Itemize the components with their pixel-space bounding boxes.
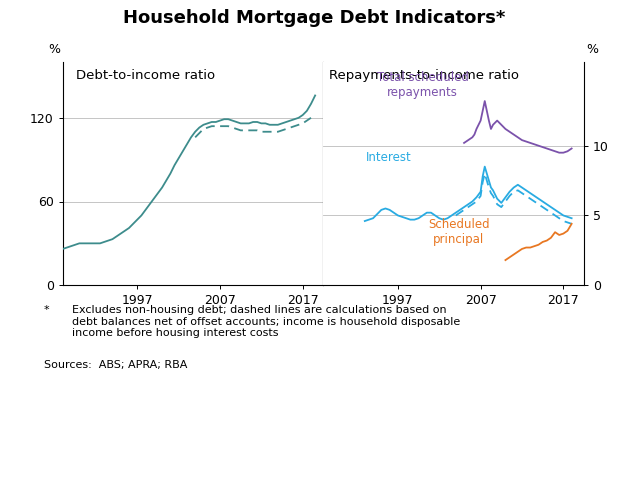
Text: Excludes non-housing debt; dashed lines are calculations based on
debt balances : Excludes non-housing debt; dashed lines … (72, 305, 460, 338)
Text: Sources:  ABS; APRA; RBA: Sources: ABS; APRA; RBA (44, 360, 187, 370)
Text: Household Mortgage Debt Indicators*: Household Mortgage Debt Indicators* (123, 9, 505, 27)
Text: Repayments-to-income ratio: Repayments-to-income ratio (328, 69, 519, 82)
Text: Interest: Interest (365, 151, 411, 164)
Text: %: % (587, 44, 598, 57)
Text: Scheduled
principal: Scheduled principal (428, 218, 490, 246)
Text: *: * (44, 305, 50, 315)
Text: Total scheduled
repayments: Total scheduled repayments (377, 71, 468, 99)
Text: Debt-to-income ratio: Debt-to-income ratio (76, 69, 215, 82)
Text: %: % (48, 44, 60, 57)
